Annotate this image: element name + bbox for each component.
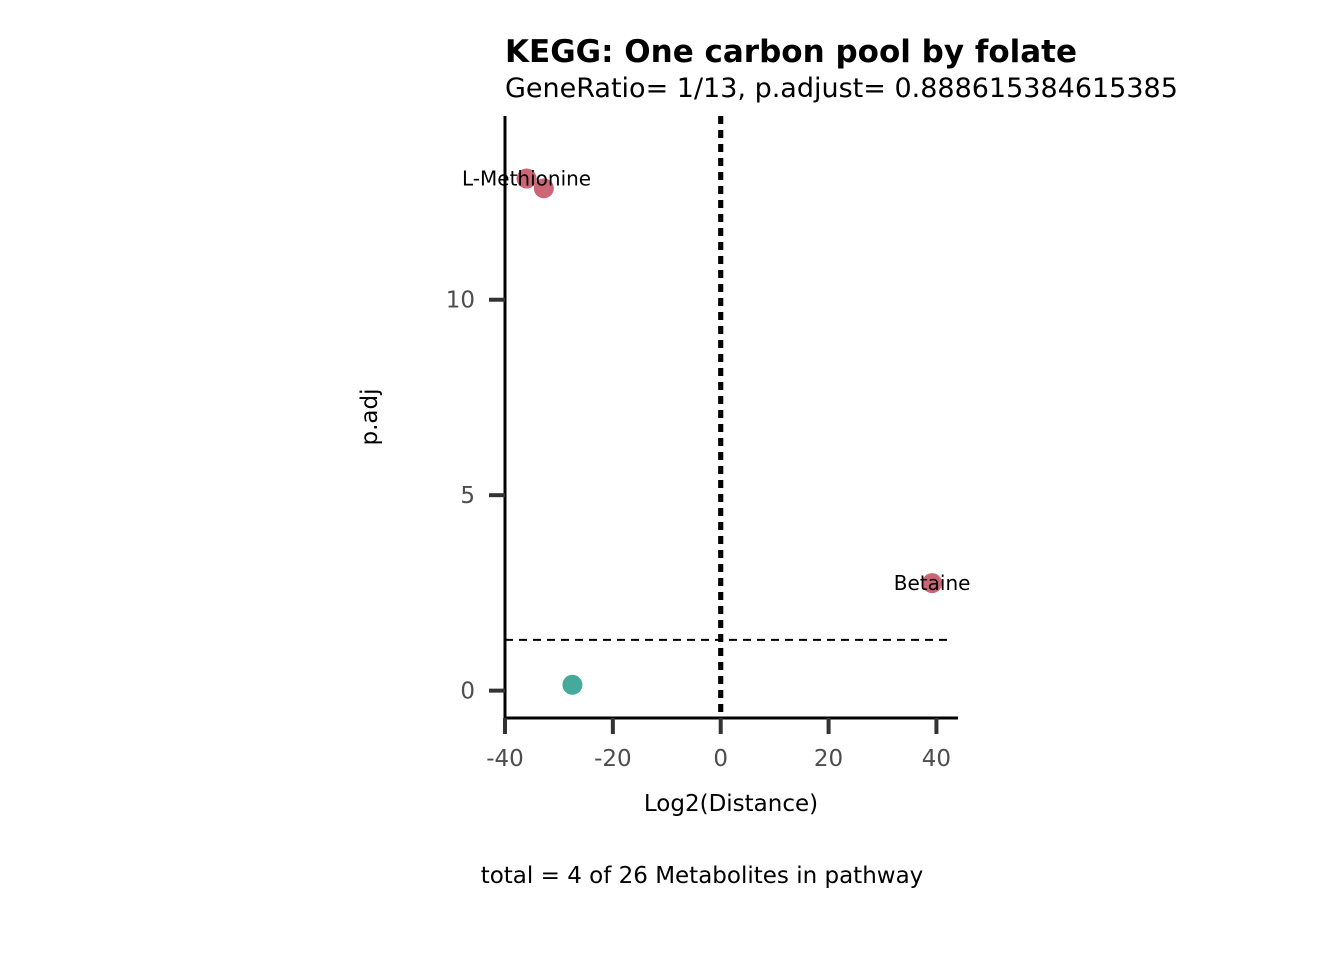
x-tick-label: -20 [594, 746, 632, 772]
data-point-2 [533, 178, 554, 199]
x-axis-title: Log2(Distance) [644, 791, 818, 817]
axes: -40 -20 0 20 40 0 5 10 [446, 116, 958, 772]
point-label: L-Methionine [462, 167, 591, 191]
y-tick-label: 0 [460, 679, 475, 705]
x-tick-label: -40 [486, 746, 524, 772]
y-tick-label: 5 [460, 483, 475, 509]
data-points [516, 168, 943, 695]
reference-lines [505, 116, 950, 718]
point-label: Betaine [894, 571, 971, 595]
data-point-3 [922, 573, 943, 594]
chart-subtitle: GeneRatio= 1/13, p.adjust= 0.88861538461… [505, 73, 1178, 104]
x-tick-label: 40 [922, 746, 951, 772]
x-tick-label: 0 [713, 746, 728, 772]
caption: total = 4 of 26 Metabolites in pathway [481, 863, 924, 889]
y-axis-title: p.adj [357, 389, 383, 446]
data-point-1 [516, 168, 537, 189]
chart-title: KEGG: One carbon pool by folate [505, 34, 1077, 70]
x-tick-label: 20 [814, 746, 843, 772]
point-labels: L-Methionine Betaine [462, 167, 970, 596]
data-point-4 [562, 674, 583, 695]
y-tick-label: 10 [446, 288, 475, 314]
